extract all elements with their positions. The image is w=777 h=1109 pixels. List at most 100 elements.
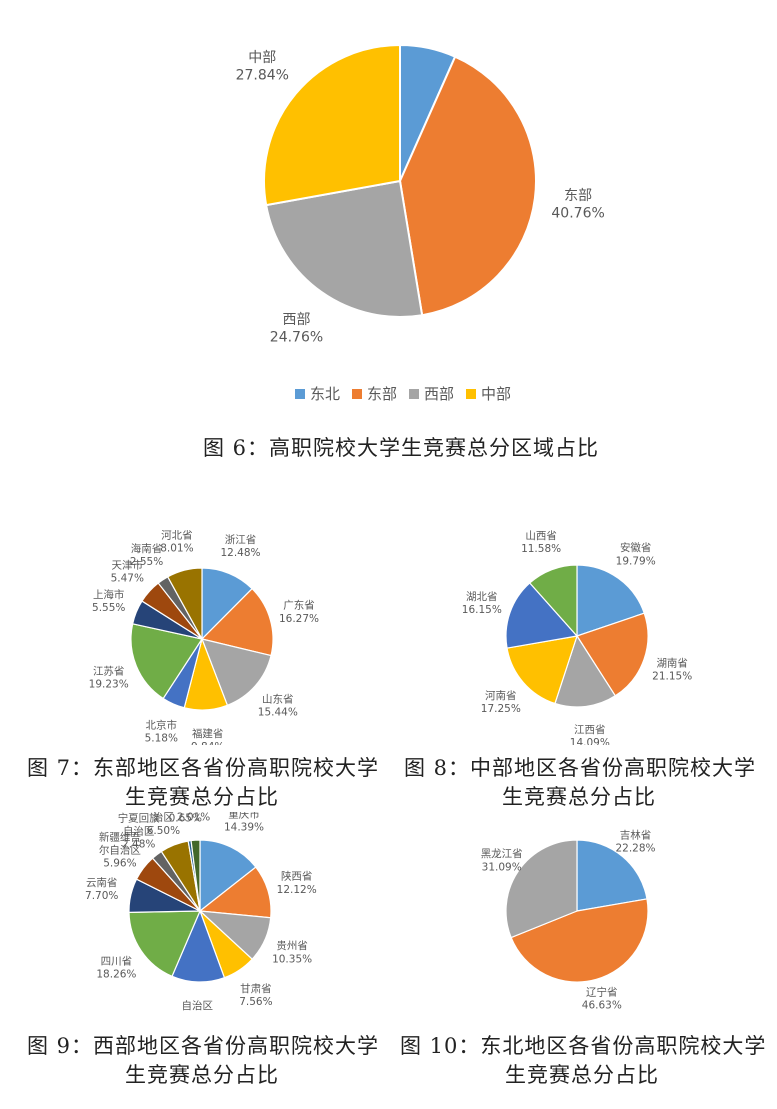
slice-value-label: 31.09% (482, 861, 522, 873)
slice-label: 区0.65% (169, 813, 202, 825)
slice-name-label: 黑龙江省 (481, 847, 523, 860)
caption-fig10-line1: 图 10：东北地区各省份高职院校大学 (400, 1034, 767, 1058)
slice-value-label: 11.58% (521, 543, 561, 555)
slice-name-label: 海南省 (131, 542, 163, 555)
pie-slice (264, 179, 424, 318)
slice-value-label: 16.15% (462, 604, 502, 616)
slice-value-label: 9.84% (191, 741, 224, 745)
pie-slice (505, 839, 578, 939)
slice-name-label: 广东省 (283, 599, 315, 612)
chart-fig10: 吉林省 22.28% 辽宁省 46.63% 黑龙江省 31.09% (400, 812, 755, 1017)
slice-name-label: 上海市 (93, 588, 125, 601)
slice-value-label: 2.48% (122, 839, 155, 851)
slice-value-label: 19.79% (616, 555, 656, 567)
slice-value-label: 14.39% (224, 822, 264, 834)
legend-fig6: 东北 东部 西部 中部 (295, 383, 511, 404)
pie-slice (201, 638, 272, 707)
slice-value-label: 5.55% (92, 602, 125, 614)
legend-item-dongbu: 东部 (352, 383, 397, 404)
slice-value-label: 5.18% (145, 733, 178, 745)
slice-name-label: 中部 (248, 50, 276, 66)
slice-name-label: 四川省 (101, 954, 132, 967)
slice-value-label: 14.09% (570, 737, 610, 745)
slice-value-label: 6.50% (147, 825, 180, 837)
chart-fig9: 重庆市14.39%陕西省12.12%贵州省10.35%甘肃省7.56%自治区12… (25, 812, 375, 1012)
pie-slice (510, 898, 649, 983)
slice-value-label: 21.15% (652, 671, 692, 683)
slice-label: 江苏省 19.23% (89, 664, 129, 690)
pie-slice (190, 839, 201, 912)
slice-label: 中部 27.84% (236, 50, 289, 84)
pie-slice (528, 564, 578, 638)
slice-name-label: 新疆维吾 (99, 830, 141, 843)
slice-name-label: 自治区 (182, 999, 214, 1012)
pie-chart-fig8: 安徽省19.79%湖南省21.15%江西省14.09%河南省17.25%湖北省1… (462, 530, 692, 745)
slice-name-label: 湖北省 (466, 590, 498, 603)
slice-label: 北京市 5.18% (145, 718, 178, 744)
slice-label: 内蒙古自西藏自治治区6.50% (147, 812, 180, 837)
legend-swatch-icon (352, 388, 363, 399)
legend-label: 东北 (310, 385, 341, 403)
caption-fig8-line2: 生竞赛总分占比 (502, 785, 656, 809)
slice-name-label: 江苏省 (93, 664, 125, 677)
slice-name-label: 江西省 (574, 723, 606, 736)
slice-value-label: 24.76% (270, 329, 323, 345)
slice-name-label: 陕西省 (281, 870, 313, 883)
slice-name-label: 尔自治区 (99, 844, 141, 857)
slice-name-label: 宁夏回族 (118, 812, 160, 825)
slice-value-label: 8.01% (160, 543, 193, 555)
caption-fig7-line1: 图 7：东部地区各省份高职院校大学 (27, 756, 380, 780)
legend-label: 东部 (367, 385, 398, 403)
pie-slice (398, 55, 537, 317)
slice-value-label: 2.01% (177, 812, 210, 824)
legend-item-zhongbu: 中部 (466, 383, 511, 404)
slice-name-label: 贵州省 (276, 939, 308, 952)
slice-name-label: 天津市 (112, 559, 144, 572)
slice-value-label: 15.44% (258, 707, 298, 719)
pie-slice (505, 582, 579, 649)
slice-name-label: 西部 (283, 312, 311, 328)
legend-item-xibu: 西部 (409, 383, 454, 404)
pie-slice (166, 567, 203, 640)
slice-value-label: 17.25% (481, 703, 521, 715)
caption-fig7-line2: 生竞赛总分占比 (125, 785, 279, 809)
slice-label: 自治区12.02% (182, 999, 214, 1012)
legend-swatch-icon (409, 388, 420, 399)
chart-fig8: 安徽省 19.79% 湖南省 21.15% 江西省 14.09% 河南省 17.25% 湖北省 1… (400, 530, 755, 745)
slice-value-label: 12.48% (220, 547, 260, 559)
legend-label: 中部 (481, 385, 512, 403)
pie-slice (576, 839, 648, 912)
legend-swatch-icon (295, 388, 305, 399)
legend-item-dongbei: 东北 (295, 383, 340, 404)
slice-name-label: 治区 (153, 812, 174, 824)
slice-name-label: 东部 (564, 188, 592, 204)
slice-name-label: 吉林省 (620, 829, 652, 842)
slice-name-label: 河北省 (161, 530, 193, 542)
slice-label: 福建省9.84% (191, 727, 224, 745)
slice-name-label: 河南省 (485, 689, 517, 702)
pie-slice (576, 612, 649, 697)
slice-value-label: 46.63% (582, 1000, 622, 1012)
slice-name-label: 云南省 (86, 876, 118, 889)
legend-swatch-icon (466, 388, 477, 399)
slice-value-label: 16.27% (279, 613, 319, 625)
pie-slice (506, 635, 578, 705)
slice-value-label: 22.28% (615, 843, 655, 855)
slice-label: 四川省 18.26% (96, 954, 136, 980)
slice-name-label: 山东省 (262, 693, 294, 706)
slice-name-label: 自治区 (123, 825, 155, 838)
